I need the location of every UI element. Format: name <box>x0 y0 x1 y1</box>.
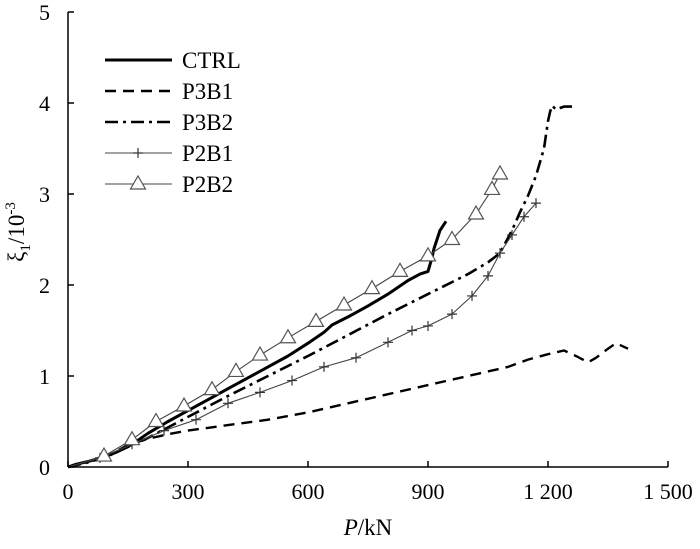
series-line-p2b2 <box>67 173 501 468</box>
data-point-p2b1 <box>255 387 265 398</box>
legend-item-p3b1: P3B1 <box>105 79 233 104</box>
y-tick-label: 0 <box>39 455 50 480</box>
data-point-p2b1 <box>467 290 477 301</box>
legend-label-p3b1: P3B1 <box>182 79 233 104</box>
data-point-p2b2 <box>227 362 245 378</box>
x-axis-title: P/kN <box>343 515 393 540</box>
series-p3b1 <box>67 342 629 469</box>
data-point-p2b1 <box>351 352 361 363</box>
series-p2b1 <box>67 198 541 468</box>
x-tick-label: 0 <box>63 479 74 504</box>
data-point-p2b1 <box>483 270 493 281</box>
x-tick-label: 1 200 <box>523 479 573 504</box>
data-point-p2b1 <box>447 309 457 320</box>
series-line-ctrl <box>67 220 448 469</box>
y-tick-label: 4 <box>39 91 50 116</box>
data-point-p2b2 <box>123 430 141 446</box>
plot-marks <box>67 104 629 469</box>
series-line-p3b1 <box>67 342 629 469</box>
data-point-p2b1 <box>319 361 329 372</box>
data-point-p2b1 <box>191 414 201 425</box>
data-point-p2b1 <box>519 211 529 222</box>
data-point-p2b2 <box>147 412 165 428</box>
series-ctrl <box>67 220 448 469</box>
data-point-p2b1 <box>287 375 297 386</box>
data-point-p2b1 <box>383 337 393 348</box>
legend-label-p3b2: P3B2 <box>182 110 233 135</box>
y-tick-label: 1 <box>39 364 50 389</box>
data-point-p2b1 <box>223 398 233 409</box>
legend-marker-p2b2 <box>129 174 147 190</box>
data-point-p2b1 <box>531 198 541 209</box>
data-point-p2b2 <box>175 396 193 412</box>
data-point-p2b2 <box>335 295 353 311</box>
data-point-p2b2 <box>391 262 409 277</box>
data-point-p2b1 <box>159 425 169 436</box>
data-point-p2b2 <box>491 164 509 180</box>
data-point-p2b2 <box>279 328 297 344</box>
data-point-p2b2 <box>307 312 325 327</box>
series-line-p2b1 <box>67 202 537 468</box>
series-line-p3b2 <box>67 104 572 469</box>
x-tick-label: 1 500 <box>643 479 693 504</box>
legend-item-p2b2: P2B2 <box>105 172 233 197</box>
series-p2b2 <box>67 164 509 468</box>
x-tick-label: 600 <box>292 479 325 504</box>
legend-label-p2b1: P2B1 <box>182 141 233 166</box>
data-point-p2b1 <box>423 320 433 331</box>
legend-item-p3b2: P3B2 <box>105 110 233 135</box>
y-tick-label: 2 <box>39 273 50 298</box>
legend: CTRL P3B1 P3B2 P2B1 P2B2 <box>105 48 241 197</box>
x-tick-label: 300 <box>172 479 205 504</box>
data-point-p2b1 <box>507 229 517 240</box>
data-point-p2b2 <box>419 246 437 262</box>
data-point-p2b2 <box>251 345 269 361</box>
data-point-p2b2 <box>467 204 485 220</box>
ticks: 0 300 600 900 1 200 1 500 0 1 2 3 4 5 <box>39 0 693 504</box>
data-point-p2b2 <box>443 230 461 246</box>
series-p3b2 <box>67 104 572 469</box>
y-tick-label: 5 <box>39 0 50 25</box>
data-point-p2b2 <box>95 446 113 462</box>
legend-item-ctrl: CTRL <box>105 48 241 73</box>
x-tick-label: 900 <box>412 479 445 504</box>
data-point-p2b2 <box>483 180 501 196</box>
data-point-p2b1 <box>495 248 505 259</box>
y-axis-title: ξ1/10-3 <box>3 202 34 262</box>
data-point-p2b2 <box>203 380 221 396</box>
legend-item-p2b1: P2B1 <box>105 141 233 166</box>
legend-label-ctrl: CTRL <box>182 48 241 73</box>
data-point-p2b2 <box>363 279 381 295</box>
y-tick-label: 3 <box>39 182 50 207</box>
data-point-p2b1 <box>407 325 417 336</box>
legend-label-p2b2: P2B2 <box>182 172 233 197</box>
legend-marker-p2b1 <box>133 148 143 158</box>
